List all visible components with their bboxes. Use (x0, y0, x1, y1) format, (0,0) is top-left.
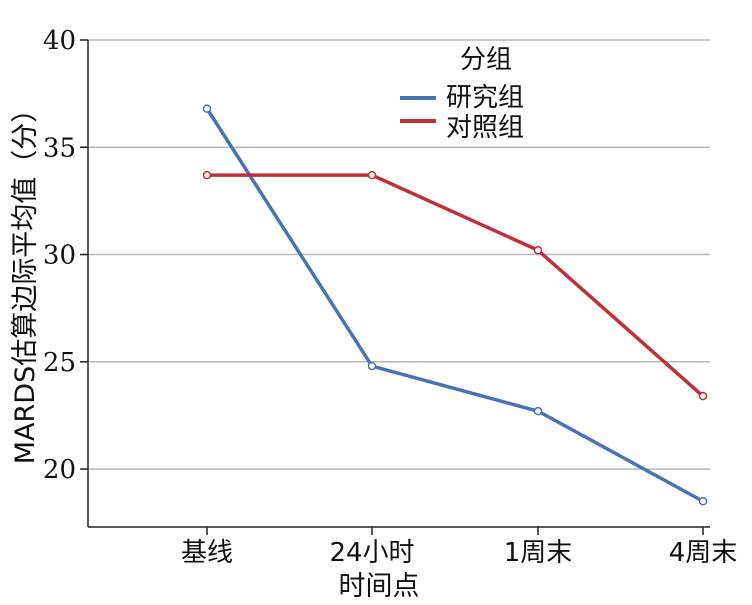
legend-title: 分组 (460, 45, 512, 75)
data-point-对照组-3 (698, 391, 708, 401)
legend-label-对照组: 对照组 (446, 113, 524, 143)
legend-label-研究组: 研究组 (446, 83, 524, 113)
series-lines (202, 104, 708, 506)
y-tick-label-35: 35 (43, 133, 76, 163)
data-point-对照组-2 (533, 245, 543, 255)
data-point-研究组-3 (698, 497, 708, 506)
data-point-对照组-0 (202, 170, 212, 180)
data-point-研究组-1 (367, 361, 377, 371)
x-tick-label-2: 1周末 (504, 538, 573, 568)
data-point-对照组-1 (367, 170, 377, 180)
y-tick-label-40: 40 (43, 26, 76, 56)
y-tick-label-25: 25 (43, 348, 76, 378)
axes (87, 40, 710, 528)
y-tick-label-30: 30 (43, 241, 76, 271)
series-line-研究组 (205, 107, 704, 503)
x-tick-label-0: 基线 (181, 538, 233, 568)
y-tick-label-20: 20 (43, 455, 76, 485)
y-tick-labels: 20 25 30 35 40 (43, 26, 88, 485)
x-axis-title: 时间点 (339, 571, 420, 602)
x-tick-labels: 基线 24小时 1周末 4周末 (181, 527, 737, 568)
x-tick-label-3: 4周末 (669, 538, 738, 568)
legend: 分组 研究组 对照组 (400, 45, 524, 143)
data-point-研究组-2 (533, 406, 543, 416)
x-tick-label-1: 24小时 (329, 538, 414, 568)
gridlines (88, 39, 710, 470)
series-line-对照组 (207, 173, 705, 398)
data-point-研究组-0 (202, 104, 212, 113)
y-axis-title: MARDS估算边际平均值（分） (10, 96, 41, 464)
